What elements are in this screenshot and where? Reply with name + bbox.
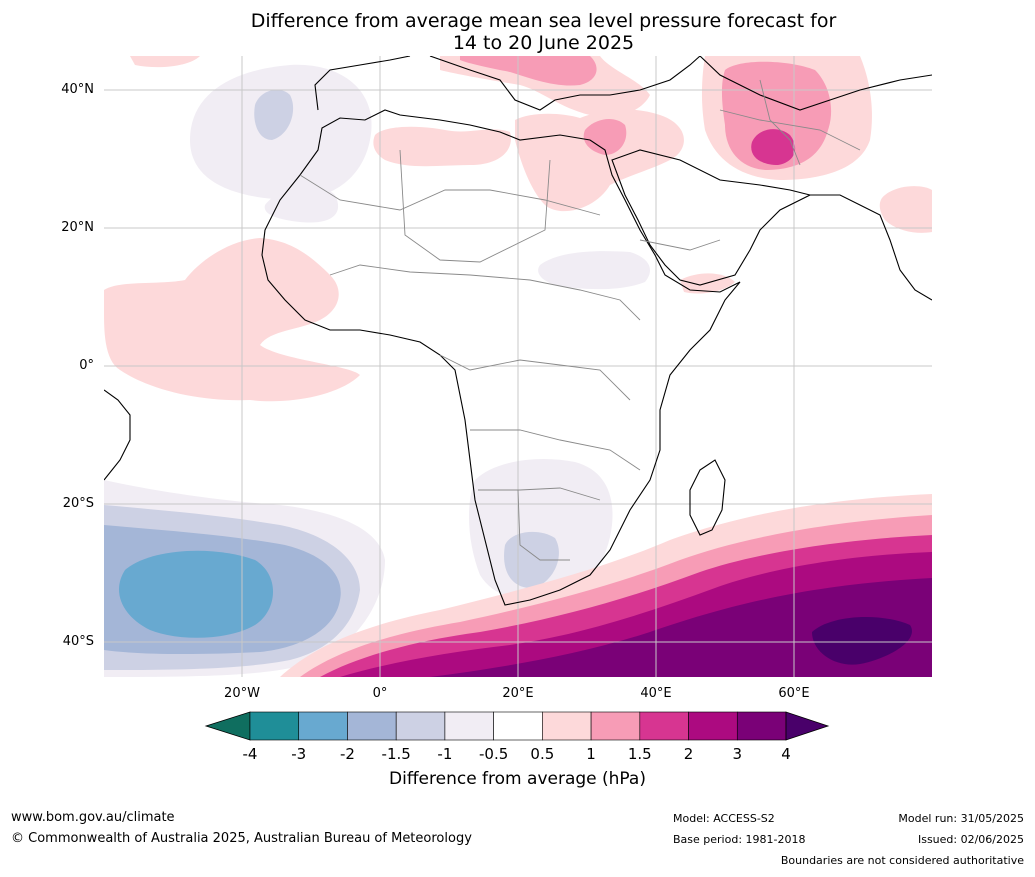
field-s-ocean-high: [130, 56, 200, 68]
field-med-high: [440, 56, 650, 117]
colorbar: [204, 711, 830, 741]
footer-url: www.bom.gov.au/climate: [11, 810, 175, 825]
colorbar-extend-min: [204, 711, 251, 741]
colorbar-tick-label: 2: [683, 745, 694, 763]
lat-label-0: 0°: [79, 358, 94, 373]
footer-base-period: Base period: 1981-2018: [673, 833, 806, 846]
field-si-high-core: [812, 616, 912, 665]
colorbar-tick-label: -0.5: [478, 745, 509, 763]
lat-label-40s: 40°S: [62, 634, 94, 649]
lon-label-20w: 20°W: [224, 686, 260, 701]
europe-coastline: [314, 56, 701, 111]
colorbar-bin: [444, 711, 494, 741]
colorbar-bin: [590, 711, 641, 741]
colorbar-tick-label: 1.5: [627, 745, 652, 763]
madagascar-coastline: [689, 459, 726, 536]
map-title-line1: Difference from average mean sea level p…: [250, 10, 837, 32]
footer-disclaimer: Boundaries are not considered authoritat…: [780, 854, 1024, 867]
field-tropical-atlantic-high: [104, 238, 360, 402]
colorbar-bin: [298, 711, 348, 741]
lon-label-20e: 20°E: [502, 686, 534, 701]
lat-label-20n: 20°N: [61, 220, 94, 235]
footer-copyright: © Commonwealth of Australia 2025, Austra…: [11, 831, 472, 846]
gridlines: [104, 56, 932, 677]
footer-model: Model: ACCESS-S2: [673, 812, 775, 825]
colorbar-bin: [736, 711, 787, 741]
footer-model-run: Model run: 31/05/2025: [898, 812, 1024, 825]
map-title: Difference from average mean sea level p…: [0, 10, 1035, 54]
south-america-coastline: [104, 389, 131, 481]
colorbar-tick-label: -2: [339, 745, 355, 763]
colorbar-tick-label: -1: [437, 745, 453, 763]
field-si-high-5: [430, 578, 932, 677]
colorbar-label: Difference from average (hPa): [389, 769, 646, 789]
colorbar-tick-label: 4: [781, 745, 791, 763]
field-iran-high-core: [751, 129, 796, 165]
map-title-line2: 14 to 20 June 2025: [452, 32, 635, 54]
lon-label-60e: 60°E: [778, 686, 810, 701]
colorbar-tick-label: -4: [242, 745, 258, 763]
footer-issued: Issued: 02/06/2025: [917, 833, 1024, 846]
africa-coastline: [261, 109, 741, 606]
lat-label-20s: 20°S: [62, 496, 94, 511]
field-sudan-low: [538, 251, 650, 290]
colorbar-tick-label: -1.5: [381, 745, 411, 763]
colorbar-tick-label: 1: [586, 745, 596, 763]
country-borders: [299, 79, 861, 561]
colorbar-bin: [639, 711, 689, 741]
arabia-coastline: [611, 149, 812, 286]
field-levant-high: [583, 118, 627, 155]
asia-coastline: [699, 56, 932, 301]
lat-label-40n: 40°N: [61, 82, 94, 97]
lon-label-40e: 40°E: [640, 686, 672, 701]
field-iran-high-mid: [721, 61, 832, 170]
colorbar-bin: [688, 711, 738, 741]
field-india-high: [879, 186, 932, 233]
colorbar-bin: [493, 711, 543, 741]
field-n-africa-high: [373, 126, 511, 167]
colorbar-tick-label: 0.5: [530, 745, 555, 763]
colorbar-bin: [249, 711, 300, 741]
colorbar-bin: [542, 711, 592, 741]
lon-label-0: 0°: [372, 686, 388, 701]
colorbar-bin: [395, 711, 446, 741]
colorbar-extend-max: [785, 711, 830, 741]
coastlines: [104, 56, 932, 606]
colorbar-tick-label: 3: [732, 745, 743, 763]
field-med-high-mid: [460, 56, 597, 86]
colorbar-bin: [347, 711, 397, 741]
colorbar-tick-label: -3: [291, 745, 307, 763]
field-s-atlantic-low-core: [118, 550, 274, 638]
field-n-atlantic-low-core: [254, 89, 294, 140]
